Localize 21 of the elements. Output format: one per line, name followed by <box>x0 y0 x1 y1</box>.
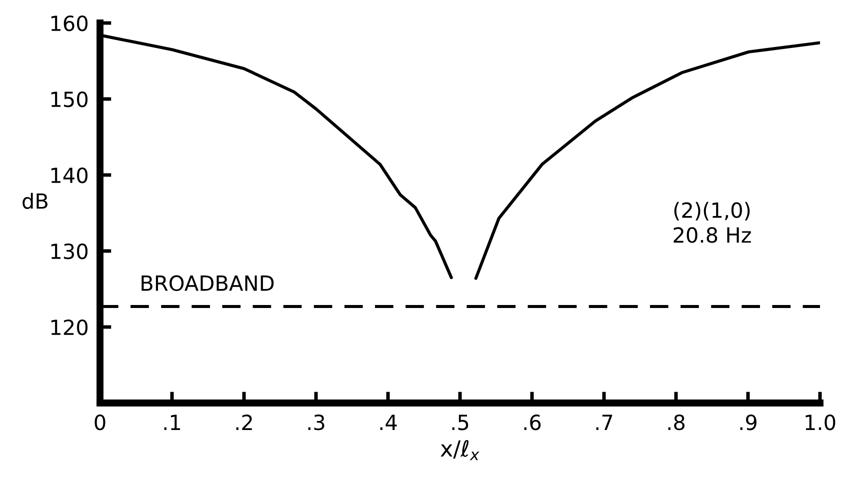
x-tick-label: .5 <box>452 414 468 430</box>
x-tick-label: .7 <box>596 414 612 430</box>
x-tick-label: 0 <box>94 414 106 430</box>
ref-line-label: BROADBAND <box>142 275 274 292</box>
line-series <box>474 41 820 280</box>
x-tick-label: .2 <box>236 414 252 430</box>
x-tick-label: .6 <box>524 414 541 430</box>
x-axis-title: x/ℓ$_{x}$ <box>440 440 480 460</box>
y-tick-label: 130 <box>51 243 88 260</box>
x-tick-label: .3 <box>308 414 324 430</box>
x-tick-label: .1 <box>164 414 180 430</box>
y-tick-label: 150 <box>51 91 88 108</box>
y-tick-label: 140 <box>51 167 88 184</box>
y-axis-title: dB <box>22 192 48 209</box>
y-tick-label: 160 <box>51 15 88 32</box>
annotation: (2)(1,0) 20.8 Hz <box>674 202 751 243</box>
x-tick-label: .9 <box>740 414 756 430</box>
x-tick-label: .4 <box>380 414 397 430</box>
y-tick-label: 120 <box>51 319 88 336</box>
x-tick-label: .8 <box>668 414 685 430</box>
x-tick-label: 1.0 <box>806 414 836 430</box>
